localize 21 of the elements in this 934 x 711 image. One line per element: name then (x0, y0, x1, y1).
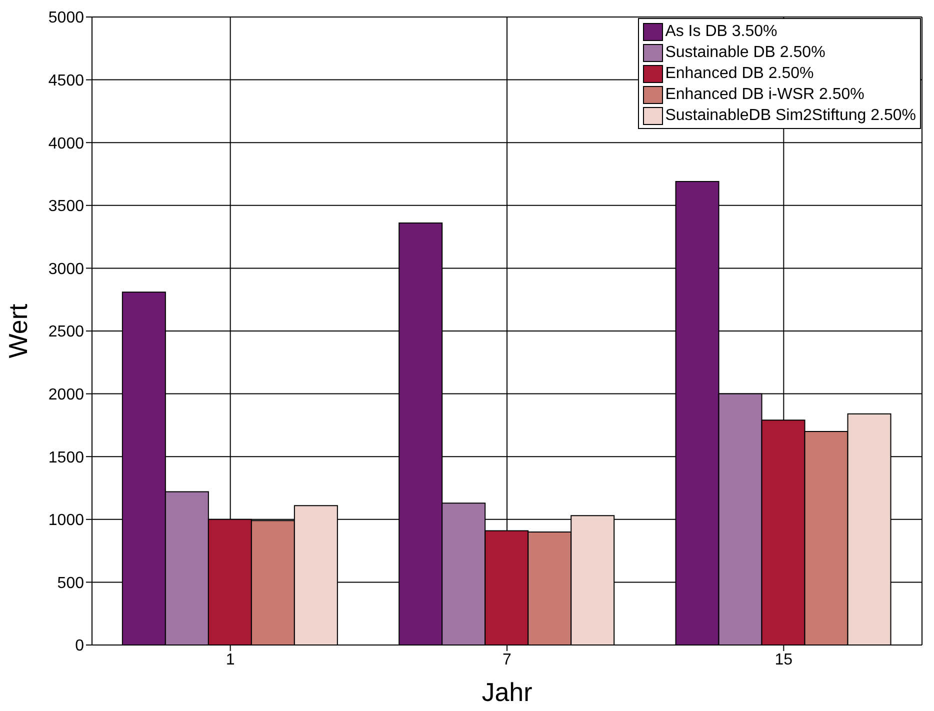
legend-label: SustainableDB Sim2Stiftung 2.50% (665, 106, 916, 124)
y-axis-title: Wert (3, 303, 34, 358)
y-tick-label: 2500 (48, 324, 84, 341)
x-axis-title: Jahr (482, 677, 533, 707)
legend-label: Enhanced DB i-WSR 2.50% (665, 86, 864, 104)
y-tick-label: 1000 (48, 512, 84, 530)
y-tick-label: 500 (57, 574, 84, 592)
y-tick-label: 5000 (48, 10, 84, 27)
legend-label: Sustainable DB 2.50% (665, 44, 826, 62)
y-tick-label: 1500 (48, 449, 84, 466)
y-tick-label: 0 (75, 638, 84, 655)
x-tick-label: 7 (502, 651, 512, 668)
y-tick-label: 4000 (48, 135, 84, 152)
y-tick-label: 4500 (48, 72, 84, 90)
y-tick-label: 3000 (48, 260, 84, 278)
legend-label: Enhanced DB 2.50% (665, 64, 814, 82)
y-tick-label: 2000 (48, 386, 84, 404)
legend-label: As Is DB 3.50% (665, 22, 778, 40)
x-tick-label: 15 (774, 651, 793, 668)
y-tick-label: 3500 (48, 198, 84, 216)
x-tick-label: 1 (226, 651, 235, 668)
